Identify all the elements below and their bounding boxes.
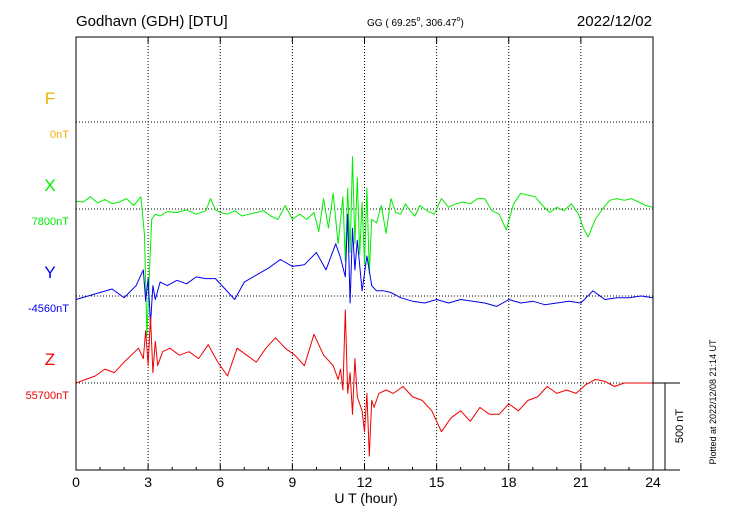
x-tick-label: 21 — [573, 474, 589, 490]
baseline-label-z: 55700nT — [26, 390, 70, 402]
scale-bar-label: 500 nT — [674, 409, 686, 444]
plotted-timestamp: Plotted at 2022/12/08 21:14 UT — [708, 339, 718, 465]
x-axis: 0 3 6 9 12 15 18 21 24 — [72, 37, 661, 490]
baseline-label-x: 7800nT — [32, 216, 70, 228]
x-tick-label: 24 — [645, 474, 661, 490]
x-tick-label: 3 — [144, 474, 152, 490]
x-tick-label: 15 — [429, 474, 445, 490]
x-tick-label: 9 — [288, 474, 296, 490]
x-tick-label: 6 — [216, 474, 224, 490]
baseline-label-y: -4560nT — [28, 303, 69, 315]
station-title: Godhavn (GDH) [DTU] — [76, 13, 228, 30]
grid-lines — [76, 37, 653, 470]
x-axis-title: U T (hour) — [334, 490, 397, 506]
channel-labels: F 0nT X 7800nT Y -4560nT Z 55700nT — [26, 89, 70, 402]
trace-z — [75, 309, 653, 457]
x-tick-label: 0 — [72, 474, 80, 490]
channel-label-y: Y — [44, 263, 55, 282]
station-coordinates: GG ( 69.25o, 306.47o) — [367, 16, 464, 29]
x-tick-label: 18 — [501, 474, 517, 490]
channel-label-x: X — [44, 176, 55, 195]
trace-x — [75, 156, 654, 337]
baseline-label-f: 0nT — [50, 129, 69, 141]
date-label: 2022/12/02 — [577, 13, 652, 30]
x-tick-label: 12 — [357, 474, 373, 490]
scale-bar: 500 nT — [653, 382, 686, 471]
channel-label-z: Z — [45, 350, 55, 369]
channel-label-f: F — [45, 89, 55, 108]
trace-group — [75, 156, 654, 457]
trace-y — [75, 213, 654, 325]
